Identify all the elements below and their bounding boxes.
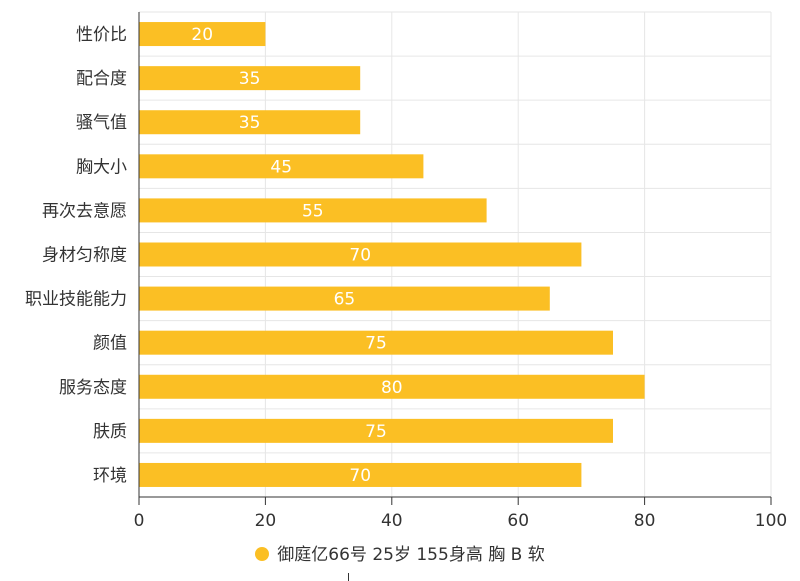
bar[interactable] bbox=[139, 286, 550, 311]
bar[interactable] bbox=[139, 154, 424, 179]
bar-value-label: 80 bbox=[381, 378, 403, 398]
value-labels: 20 35 35 45 55 70 65 75 80 75 70 bbox=[191, 25, 402, 486]
category-label: 身材匀称度 bbox=[42, 246, 127, 266]
bar-value-label: 65 bbox=[334, 290, 356, 310]
bar[interactable] bbox=[139, 374, 645, 399]
x-tick-label: 0 bbox=[134, 511, 145, 531]
category-label: 胸大小 bbox=[76, 157, 127, 177]
x-tick-label: 40 bbox=[381, 511, 403, 531]
bar-value-label: 35 bbox=[239, 113, 261, 133]
category-label: 肤质 bbox=[93, 422, 127, 442]
bar[interactable] bbox=[139, 198, 487, 223]
legend[interactable]: 御庭亿66号 25岁 155身高 胸 B 软 bbox=[0, 540, 800, 565]
legend-swatch bbox=[255, 547, 270, 561]
bar[interactable] bbox=[139, 462, 582, 487]
bar[interactable] bbox=[139, 110, 361, 135]
category-label: 再次去意愿 bbox=[42, 201, 127, 221]
bar-value-label: 75 bbox=[365, 334, 387, 354]
bar[interactable] bbox=[139, 418, 613, 443]
x-tick-label: 80 bbox=[634, 511, 656, 531]
category-label: 环境 bbox=[93, 466, 127, 486]
text-cursor-mark bbox=[348, 573, 349, 581]
bar-value-label: 70 bbox=[349, 466, 371, 486]
bar-value-label: 55 bbox=[302, 201, 324, 221]
bar-value-label: 75 bbox=[365, 422, 387, 442]
category-label: 服务态度 bbox=[59, 378, 127, 398]
bar-value-label: 35 bbox=[239, 69, 261, 89]
bar-value-label: 20 bbox=[191, 25, 213, 45]
bar[interactable] bbox=[139, 66, 361, 91]
bar[interactable] bbox=[139, 330, 613, 355]
legend-label: 御庭亿66号 25岁 155身高 胸 B 软 bbox=[277, 545, 545, 565]
x-tick-label: 100 bbox=[755, 511, 787, 531]
category-label: 职业技能能力 bbox=[25, 290, 127, 310]
category-label: 骚气值 bbox=[76, 113, 127, 133]
x-axis: 0 20 40 60 80 100 bbox=[134, 12, 787, 531]
category-label: 性价比 bbox=[76, 25, 127, 45]
x-tick-label: 60 bbox=[507, 511, 529, 531]
bar[interactable] bbox=[139, 22, 266, 47]
x-tick-label: 20 bbox=[255, 511, 277, 531]
bar[interactable] bbox=[139, 242, 582, 267]
bars bbox=[139, 22, 645, 487]
bar-value-label: 70 bbox=[349, 246, 371, 266]
category-label: 颜值 bbox=[93, 334, 127, 354]
category-label: 配合度 bbox=[76, 69, 127, 89]
bar-value-label: 45 bbox=[270, 157, 292, 177]
